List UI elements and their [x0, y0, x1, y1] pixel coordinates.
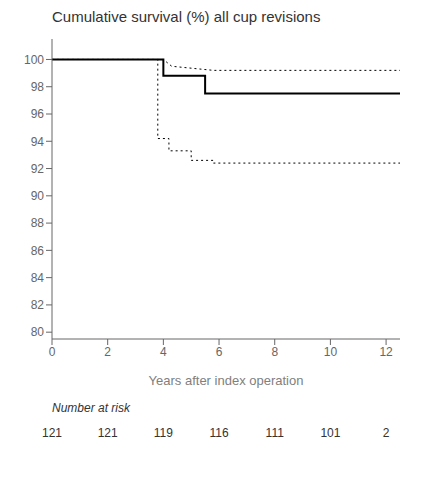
svg-text:121: 121 — [42, 426, 62, 440]
svg-text:92: 92 — [31, 162, 45, 176]
svg-text:111: 111 — [266, 426, 285, 440]
svg-text:12: 12 — [379, 345, 393, 359]
svg-text:116: 116 — [209, 426, 228, 440]
svg-text:10: 10 — [324, 345, 338, 359]
svg-text:121: 121 — [98, 426, 118, 440]
svg-text:101: 101 — [320, 426, 340, 440]
svg-text:119: 119 — [154, 426, 173, 440]
svg-text:6: 6 — [216, 345, 223, 359]
svg-text:94: 94 — [31, 135, 45, 149]
svg-text:82: 82 — [31, 298, 45, 312]
html-text:Cumulative survival (%) all cu: Cumulative survival (%) all cup revision… — [52, 8, 321, 25]
svg-text:Years after index operation: Years after index operation — [149, 373, 304, 388]
svg-text:8: 8 — [271, 345, 278, 359]
svg-text:84: 84 — [31, 271, 45, 285]
svg-text:100: 100 — [24, 53, 44, 67]
svg-text:90: 90 — [31, 189, 45, 203]
svg-text:98: 98 — [31, 80, 45, 94]
svg-text:96: 96 — [31, 107, 45, 121]
html-text:Number at risk: Number at risk — [52, 401, 130, 415]
svg-text:88: 88 — [31, 216, 45, 230]
svg-text:4: 4 — [160, 345, 167, 359]
svg-text:2: 2 — [383, 426, 390, 440]
svg-text:2: 2 — [104, 345, 111, 359]
svg-text:0: 0 — [49, 345, 56, 359]
svg-text:86: 86 — [31, 244, 45, 258]
svg-text:80: 80 — [31, 325, 45, 339]
